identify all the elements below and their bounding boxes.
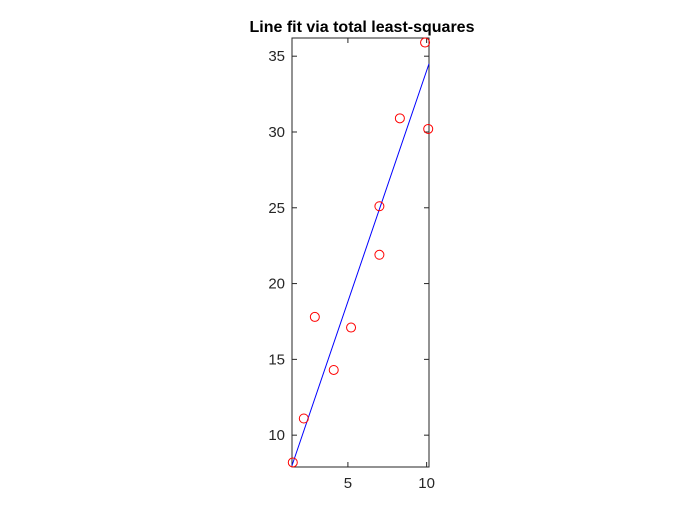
axis-ticks: 5 10 10 15 20 25 30 35: [268, 38, 435, 492]
data-point: [328, 364, 339, 375]
y-tick-label: 35: [268, 48, 285, 65]
y-tick-label: 10: [268, 427, 285, 444]
data-point: [374, 201, 385, 212]
data-point: [374, 249, 385, 260]
data-point: [309, 311, 320, 322]
data-point: [346, 322, 357, 333]
chart-title: Line fit via total least-squares: [250, 19, 475, 36]
y-tick-label: 20: [268, 276, 285, 293]
data-point: [423, 123, 434, 134]
data-point: [287, 457, 298, 468]
plot-area: [291, 37, 430, 468]
y-tick-label: 25: [268, 200, 285, 217]
fit-line: [291, 63, 430, 466]
data-point: [298, 413, 309, 424]
x-tick-label: 10: [418, 475, 435, 492]
y-tick-label: 30: [268, 124, 285, 141]
fit-lines: [291, 63, 430, 466]
data-point: [420, 37, 431, 48]
y-tick-label: 15: [268, 351, 285, 368]
x-tick-label: 5: [344, 475, 352, 492]
data-point: [394, 113, 405, 124]
data-points: [287, 37, 434, 468]
